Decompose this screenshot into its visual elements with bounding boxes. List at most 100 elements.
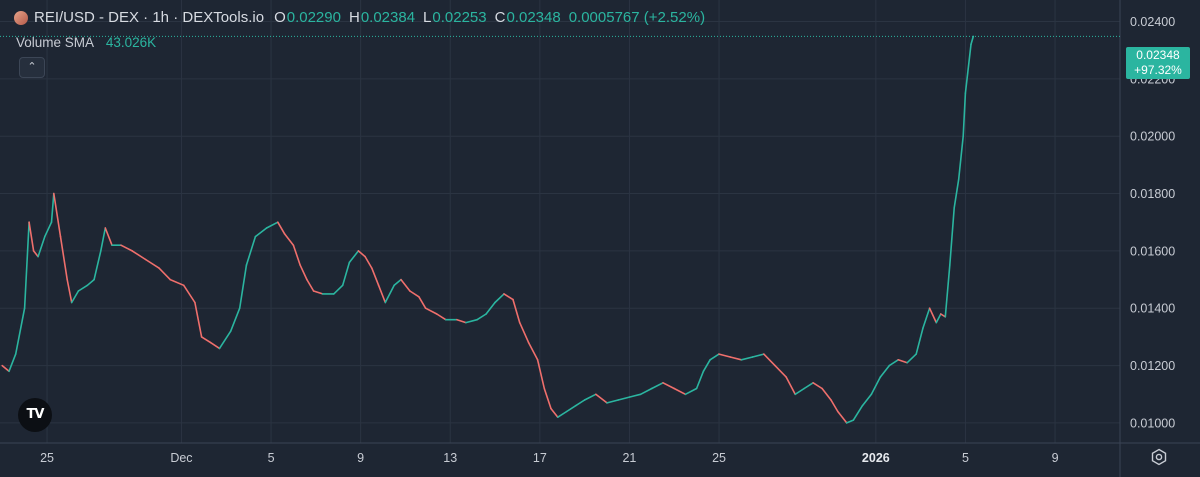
- tradingview-logo-icon[interactable]: TV: [18, 398, 52, 432]
- price-segment: [628, 393, 642, 398]
- price-segment: [897, 358, 909, 364]
- price-segment: [729, 356, 743, 361]
- price-segment: [465, 318, 478, 324]
- price-segment: [836, 410, 848, 424]
- price-segment: [803, 381, 814, 390]
- price-segment: [8, 353, 17, 373]
- time-axis[interactable]: 25 Dec 5 9 13 17 21 25 2026 5 9: [40, 451, 1058, 465]
- price-segment: [424, 307, 438, 315]
- price-segment: [66, 278, 73, 304]
- volume-sma-label[interactable]: Volume SMA: [16, 35, 95, 50]
- open-value: 0.02290: [286, 9, 341, 26]
- price-segment: [512, 298, 521, 324]
- price-segment: [970, 35, 975, 46]
- time-tick-label: 5: [962, 451, 969, 465]
- time-tick-label: 21: [622, 451, 636, 465]
- symbol-title[interactable]: REI/USD - DEX · 1h · DEXTools.io: [34, 9, 265, 26]
- price-segment: [606, 399, 620, 404]
- price-segment: [43, 221, 53, 238]
- price-segment: [120, 244, 133, 252]
- price-segment: [485, 301, 496, 315]
- price-segment: [639, 387, 653, 396]
- price-segment: [536, 358, 546, 390]
- price-segment: [594, 393, 608, 404]
- collapse-legend-button[interactable]: ⌃: [19, 57, 45, 78]
- price-segment: [59, 235, 68, 281]
- price-segment: [915, 327, 924, 355]
- price-segment: [852, 404, 864, 421]
- price-segment: [306, 278, 315, 292]
- price-segment: [821, 387, 832, 401]
- price-segment: [52, 192, 62, 238]
- price-segment: [879, 364, 891, 378]
- price-segment: [673, 387, 687, 396]
- price-segment: [617, 396, 631, 401]
- price-segment: [583, 393, 597, 401]
- price-segment: [93, 250, 102, 281]
- price-segment: [200, 336, 212, 344]
- price-segment: [922, 307, 931, 330]
- price-segment: [292, 244, 302, 267]
- price-segment: [245, 235, 257, 267]
- price-segment: [100, 227, 107, 252]
- price-segment: [37, 235, 46, 258]
- time-tick-label: 2026: [862, 451, 890, 465]
- high-label: H: [348, 9, 360, 26]
- gear-icon[interactable]: [1149, 447, 1169, 467]
- price-segment: [377, 284, 387, 304]
- price-segment: [283, 232, 295, 246]
- price-segment: [348, 250, 360, 264]
- price-segment: [662, 381, 676, 390]
- price-segment: [928, 307, 938, 324]
- chart-legend: REI/USD - DEX · 1h · DEXTools.io O 0.022…: [14, 8, 705, 28]
- price-segment: [774, 364, 788, 378]
- low-label: L: [423, 9, 432, 26]
- price-segment: [77, 284, 89, 292]
- price-tick-label: 0.01600: [1130, 244, 1175, 258]
- price-segment: [888, 358, 900, 367]
- price-segment: [861, 393, 873, 407]
- price-segment: [565, 404, 577, 413]
- price-segment: [543, 387, 552, 410]
- price-segment: [28, 221, 35, 252]
- price-segment: [265, 221, 279, 229]
- price-segment: [948, 207, 956, 267]
- price-segment: [574, 399, 586, 407]
- price-segment: [182, 284, 196, 304]
- price-segment: [400, 278, 411, 292]
- time-tick-label: 9: [1052, 451, 1059, 465]
- price-segment: [169, 278, 185, 287]
- price-segment: [718, 353, 732, 358]
- price-segment: [527, 341, 539, 361]
- time-tick-label: 13: [443, 451, 457, 465]
- price-tick-label: 0.01000: [1130, 416, 1175, 430]
- price-segment: [503, 293, 514, 301]
- price-segment: [684, 387, 698, 396]
- horizontal-gridlines: [0, 21, 1120, 424]
- price-segment: [144, 258, 160, 269]
- price-segment: [751, 353, 765, 358]
- price-segment: [556, 410, 568, 419]
- price-segment: [32, 250, 39, 258]
- price-tick-label: 0.01200: [1130, 359, 1175, 373]
- price-tick-label: 0.02400: [1130, 15, 1175, 29]
- price-segment: [794, 387, 806, 396]
- price-segment: [238, 264, 248, 310]
- last-price-value: 0.02348: [1136, 48, 1180, 62]
- price-segment: [785, 376, 797, 396]
- price-segment: [299, 264, 308, 281]
- price-segment: [476, 313, 487, 321]
- price-segment: [957, 135, 965, 180]
- volume-sma-value: 43.026K: [105, 35, 157, 50]
- price-segment: [194, 301, 203, 338]
- price-segment: [218, 330, 232, 350]
- price-axis[interactable]: 0.024000.022000.020000.018000.016000.014…: [1130, 15, 1175, 430]
- open-label: O: [274, 9, 286, 26]
- price-segment: [953, 178, 960, 209]
- time-tick-label: 25: [712, 451, 726, 465]
- price-segment: [364, 255, 373, 269]
- vertical-gridlines: [46, 0, 1056, 443]
- price-segment: [740, 356, 754, 361]
- price-segment: [1, 364, 10, 373]
